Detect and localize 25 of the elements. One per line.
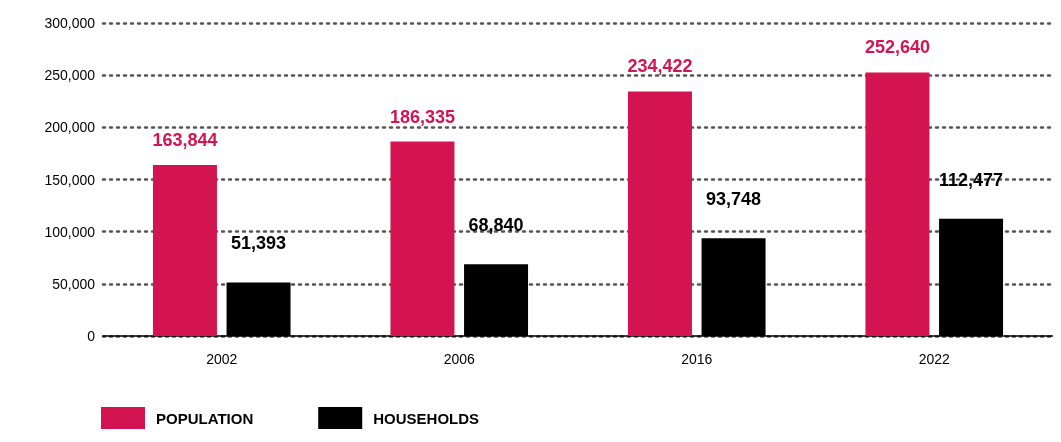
x-tick-label: 2002 [206,351,238,367]
y-tick-label: 200,000 [44,119,96,136]
bar [627,91,692,336]
bar [865,72,930,336]
data-label: 234,422 [627,56,693,77]
data-label: 93,748 [706,189,762,210]
data-label: 252,640 [864,37,930,58]
y-tick-label: 0 [87,328,96,344]
x-tick-label: 2006 [443,351,476,367]
data-label: 68,840 [468,215,524,236]
legend-label: POPULATION [156,409,254,427]
y-tick-label: 100,000 [44,223,96,240]
bar [390,141,455,336]
data-label: 51,393 [231,233,287,254]
y-tick-label: 300,000 [44,15,96,31]
bar [152,165,217,336]
y-tick-label: 50,000 [52,275,96,292]
data-label: 186,335 [389,106,455,127]
legend-label: HOUSEHOLDS [373,409,480,427]
data-label: 112,477 [939,169,1004,190]
y-tick-label: 150,000 [44,171,96,188]
data-label: 163,844 [152,130,218,151]
y-tick-label: 250,000 [44,67,96,84]
x-tick-label: 2022 [918,351,951,367]
x-tick-label: 2016 [681,351,713,367]
